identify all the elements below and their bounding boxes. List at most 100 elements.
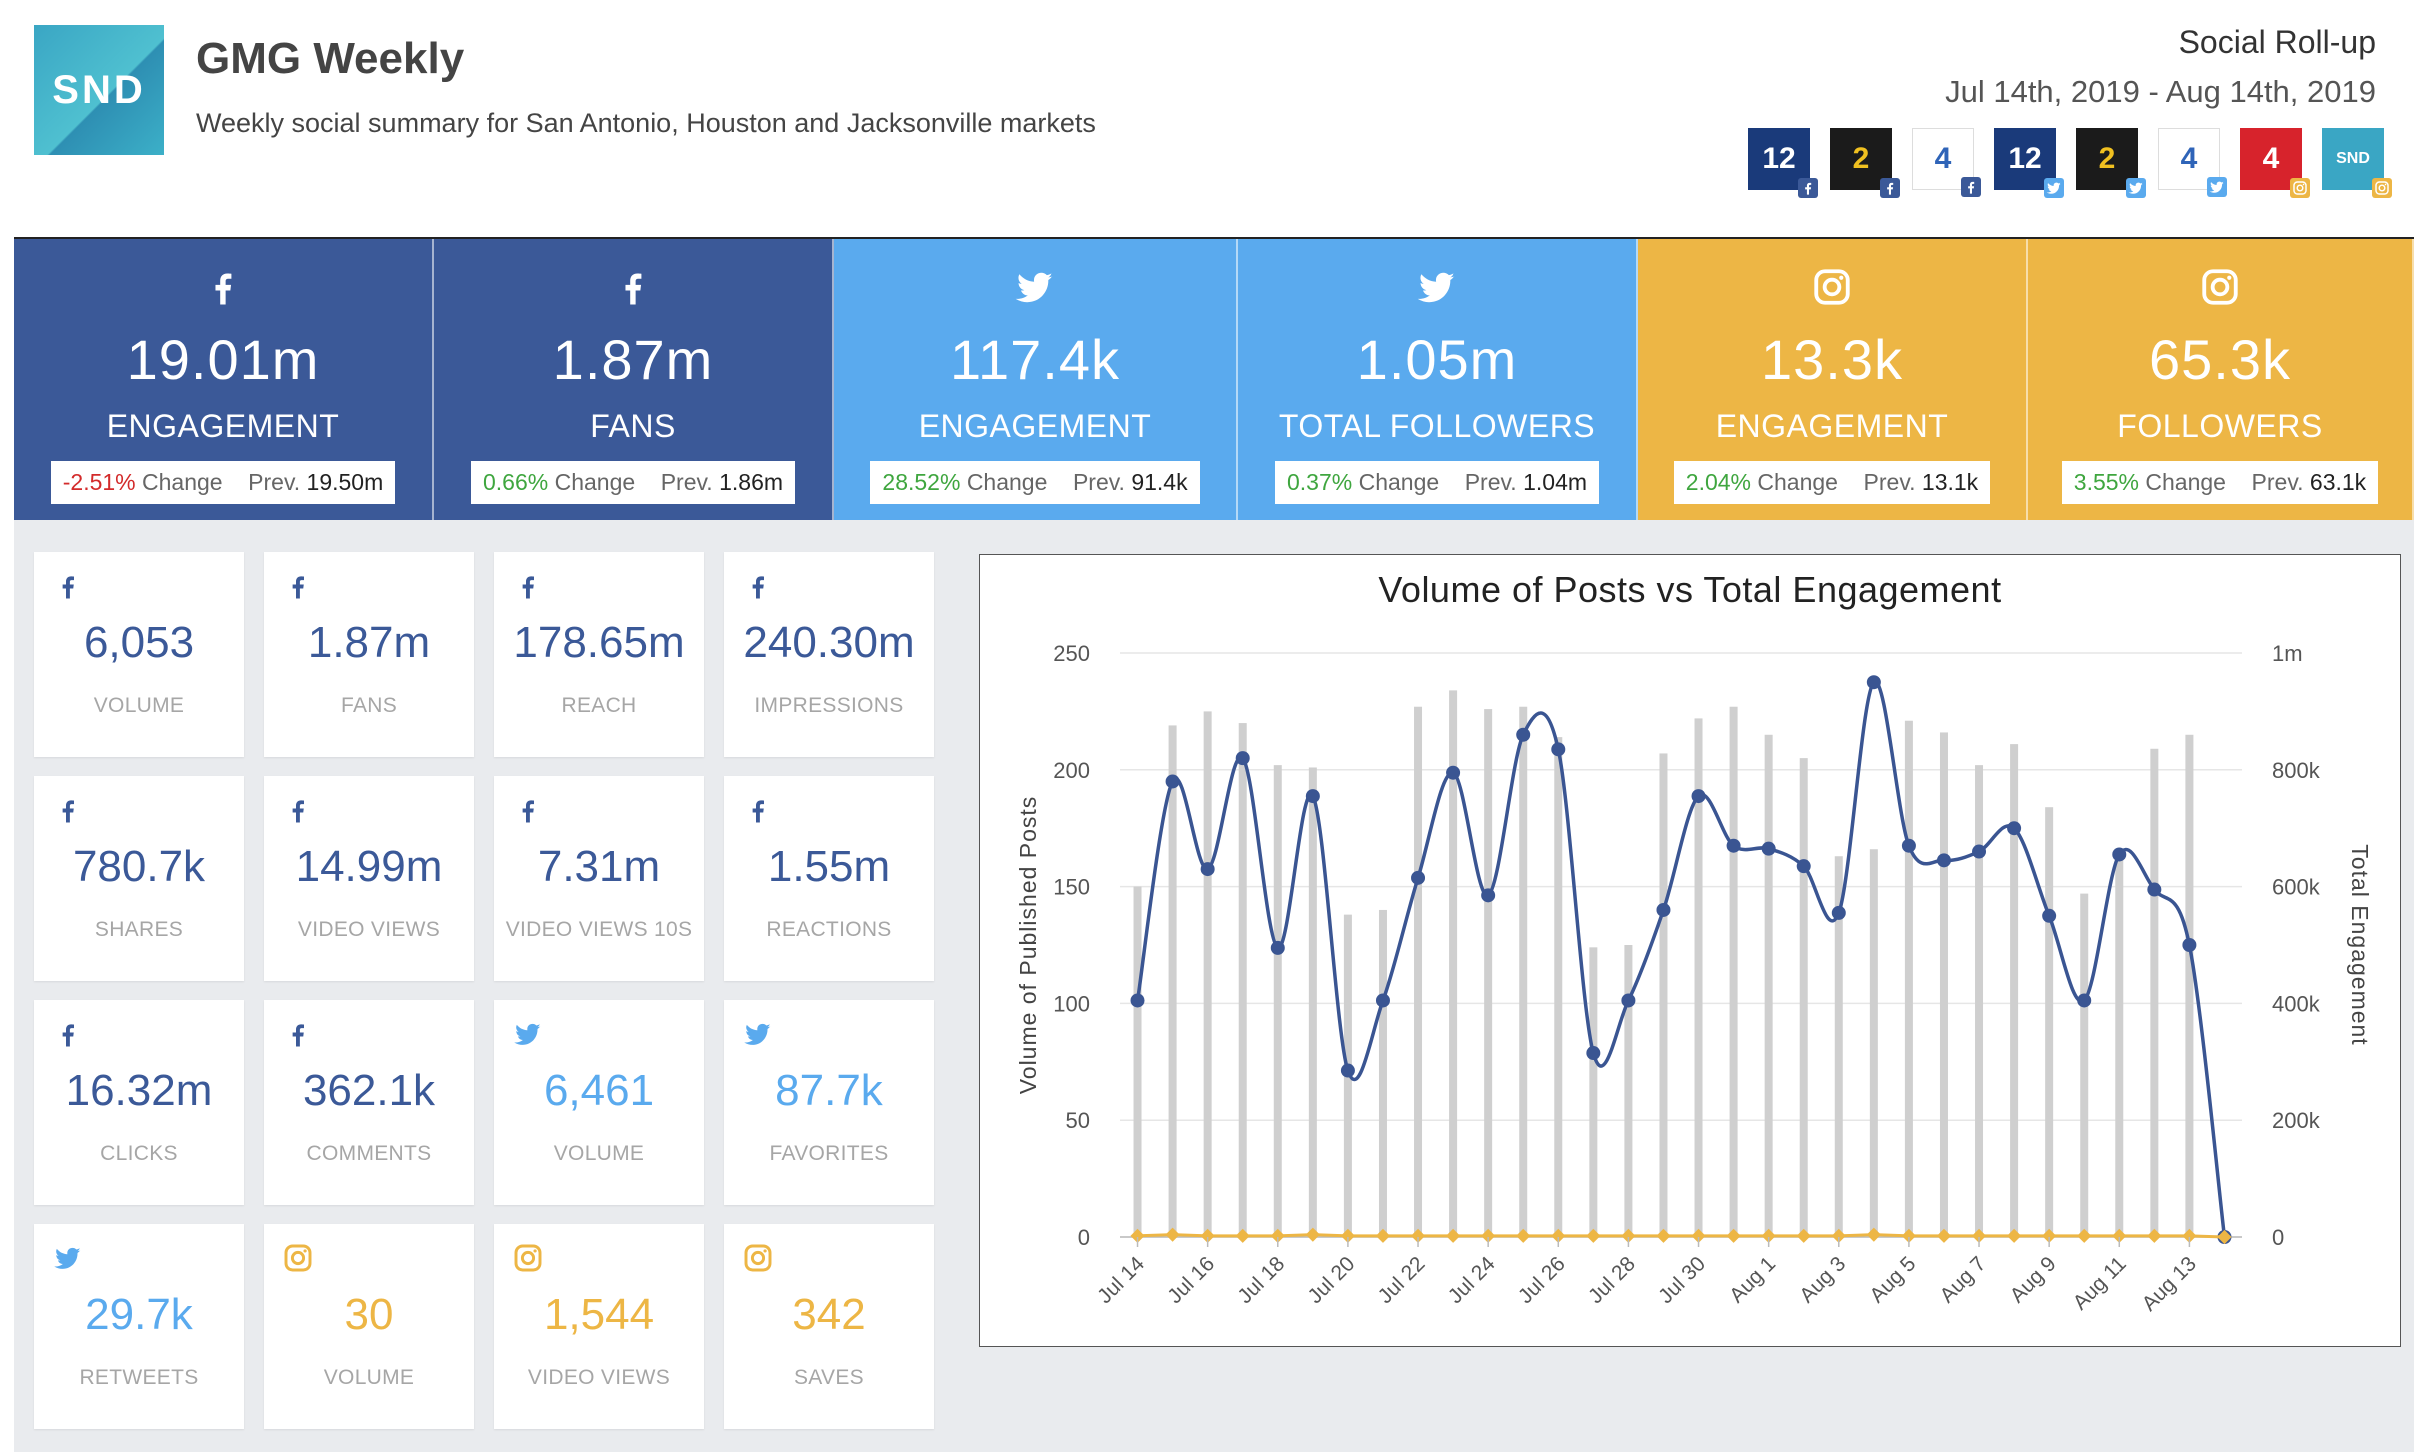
- change-word: Change: [142, 469, 223, 495]
- secondary-point: [2007, 1228, 2022, 1243]
- change-word: Change: [1358, 469, 1440, 495]
- metric-tile[interactable]: 780.7k SHARES: [34, 776, 244, 981]
- kpi-card-2[interactable]: 1.87m FANS 0.66% Change Prev. 1.86m: [434, 239, 834, 520]
- posts-bar: [1484, 709, 1493, 1237]
- metric-tile[interactable]: 30 VOLUME: [264, 1224, 474, 1429]
- engagement-point: [1235, 751, 1250, 766]
- facebook-badge-icon: [1961, 177, 1981, 197]
- posts-bar: [1273, 765, 1282, 1237]
- facebook-badge-icon: [1798, 178, 1818, 198]
- secondary-point: [1621, 1228, 1636, 1243]
- engagement-point: [1200, 862, 1215, 877]
- facebook-icon: [52, 794, 84, 826]
- prev-word: Prev.: [248, 469, 301, 495]
- prev-word: Prev.: [1464, 469, 1517, 495]
- metric-tile[interactable]: 6,461 VOLUME: [494, 1000, 704, 1205]
- y2-tick-label: 400k: [2272, 991, 2321, 1016]
- facebook-icon: [512, 794, 544, 826]
- y-tick-label: 200: [1053, 758, 1090, 783]
- station-logo-7: 4: [2240, 128, 2310, 198]
- engagement-point: [1901, 838, 1916, 853]
- station-label: 12: [2008, 142, 2042, 175]
- secondary-point: [2077, 1228, 2092, 1243]
- prev-value: 63.1k: [2309, 469, 2367, 495]
- posts-bar: [1624, 945, 1633, 1237]
- station-logo-1: 12: [1748, 128, 1818, 198]
- station-label: 4: [2180, 142, 2198, 175]
- metric-tile[interactable]: 362.1k COMMENTS: [264, 1000, 474, 1205]
- secondary-point: [1831, 1228, 1846, 1243]
- metric-tile[interactable]: 16.32m CLICKS: [34, 1000, 244, 1205]
- facebook-icon: [52, 570, 84, 602]
- x-tick-label: Jul 24: [1444, 1252, 1500, 1308]
- metric-label: RETWEETS: [79, 1366, 199, 1389]
- secondary-point: [1551, 1228, 1566, 1243]
- x-tick-label: Aug 13: [2138, 1252, 2201, 1315]
- engagement-point: [1831, 905, 1846, 920]
- y2-axis-label: Total Engagement: [2347, 844, 2373, 1045]
- secondary-point: [1165, 1227, 1180, 1242]
- posts-bar: [2080, 893, 2089, 1237]
- metric-label: VOLUME: [93, 694, 185, 717]
- kpi-change-box: 2.04% Change Prev. 13.1k: [1673, 461, 1991, 504]
- kpi-card-4[interactable]: 1.05m TOTAL FOLLOWERS 0.37% Change Prev. 1…: [1238, 239, 1638, 520]
- engagement-point: [2182, 938, 2197, 952]
- secondary-point: [1235, 1228, 1250, 1243]
- engagement-point: [1796, 859, 1811, 874]
- twitter-badge-icon: [2126, 178, 2146, 198]
- metric-tile[interactable]: 1,544 VIDEO VIEWS: [494, 1224, 704, 1429]
- metric-tile[interactable]: 29.7k RETWEETS: [34, 1224, 244, 1429]
- x-tick-label: Jul 22: [1374, 1252, 1430, 1308]
- metric-tile[interactable]: 178.65m REACH: [494, 552, 704, 757]
- date-range[interactable]: Jul 14th, 2019 - Aug 14th, 2019: [1945, 74, 2376, 109]
- metric-label: VIDEO VIEWS: [527, 1366, 671, 1389]
- metric-tile[interactable]: 240.30m IMPRESSIONS: [724, 552, 934, 757]
- rollup-label: Social Roll-up: [2178, 24, 2376, 60]
- y-tick-label: 150: [1053, 875, 1090, 900]
- twitter-icon: [742, 1018, 774, 1050]
- posts-bar: [1133, 886, 1142, 1237]
- metric-tile[interactable]: 14.99m VIDEO VIEWS: [264, 776, 474, 981]
- x-tick-label: Jul 18: [1233, 1252, 1289, 1308]
- metric-label: SHARES: [94, 918, 184, 941]
- posts-bar: [1554, 737, 1563, 1237]
- facebook-icon: [52, 1018, 84, 1050]
- metric-label: SAVES: [794, 1366, 864, 1389]
- posts-bar: [1869, 849, 1878, 1237]
- report-header: SND GMG Weekly Weekly social summary for…: [0, 0, 2426, 232]
- twitter-badge-icon: [2044, 178, 2064, 198]
- secondary-point: [1726, 1228, 1741, 1243]
- metric-tile[interactable]: 1.87m FANS: [264, 552, 474, 757]
- secondary-point: [1866, 1227, 1881, 1242]
- metric-tile[interactable]: 87.7k FAVORITES: [724, 1000, 934, 1205]
- kpi-card-6[interactable]: 65.3k FOLLOWERS 3.55% Change Prev. 63.1k: [2028, 239, 2414, 520]
- posts-bar: [2045, 807, 2054, 1237]
- y2-tick-label: 0: [2272, 1225, 2284, 1250]
- station-label: 4: [2262, 142, 2280, 175]
- kpi-card-5[interactable]: 13.3k ENGAGEMENT 2.04% Change Prev. 13.1k: [1638, 239, 2028, 520]
- kpi-card-1[interactable]: 19.01m ENGAGEMENT -2.51% Change Prev. 19.5…: [14, 239, 434, 520]
- metric-label: REACTIONS: [766, 918, 892, 941]
- engagement-point: [1340, 1063, 1355, 1078]
- y2-tick-label: 800k: [2272, 758, 2321, 783]
- engagement-point: [1305, 789, 1320, 804]
- kpi-card-3[interactable]: 117.4k ENGAGEMENT 28.52% Change Prev. 91.4…: [834, 239, 1238, 520]
- metric-tile[interactable]: 6,053 VOLUME: [34, 552, 244, 757]
- instagram-icon: [512, 1242, 544, 1274]
- engagement-point: [1270, 940, 1285, 955]
- kpi-change-box: 3.55% Change Prev. 63.1k: [2061, 461, 2379, 504]
- metric-tile[interactable]: 1.55m REACTIONS: [724, 776, 934, 981]
- instagram-icon: [1811, 263, 1853, 311]
- metric-tile[interactable]: 342 SAVES: [724, 1224, 934, 1429]
- posts-bar: [2010, 744, 2019, 1237]
- secondary-point: [1586, 1228, 1601, 1243]
- secondary-point: [1516, 1228, 1531, 1243]
- secondary-point: [1375, 1228, 1391, 1243]
- metric-tile[interactable]: 7.31m VIDEO VIEWS 10S: [494, 776, 704, 981]
- page-title: GMG Weekly: [196, 34, 465, 83]
- y-tick-label: 50: [1066, 1108, 1090, 1133]
- kpi-change-box: 0.66% Change Prev. 1.86m: [470, 461, 796, 504]
- y-tick-label: 250: [1053, 641, 1090, 666]
- engagement-point: [2077, 993, 2092, 1008]
- secondary-point: [2147, 1228, 2162, 1243]
